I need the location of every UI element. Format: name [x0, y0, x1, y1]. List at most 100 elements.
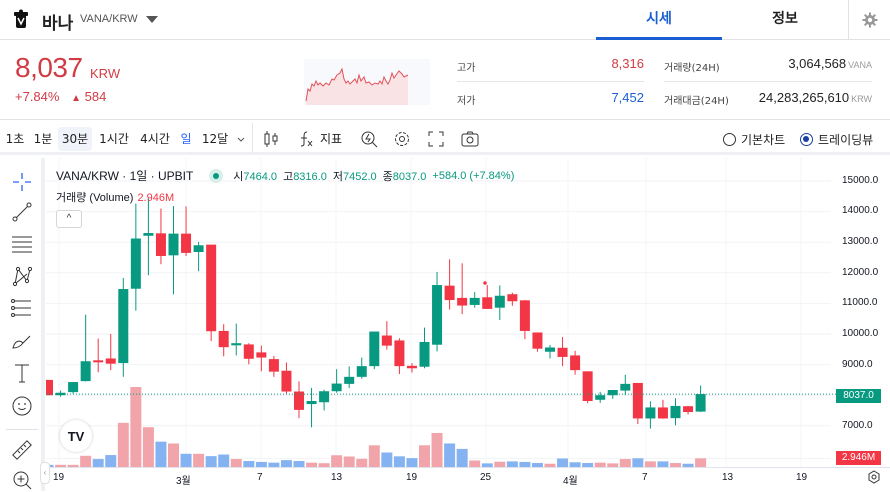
basic-chart-option[interactable]: 기본차트 — [723, 129, 785, 149]
volume-legend: 거래량 (Volume) 2.946M — [56, 189, 174, 205]
top-bar: 바나 VANA/KRW 시세 정보 — [0, 0, 890, 40]
volume-24h-label: 거래량(24H) — [664, 63, 720, 74]
price-unit: KRW — [90, 66, 121, 81]
timeframe-day[interactable]: 일 — [180, 132, 192, 146]
drawing-toolbar — [0, 158, 45, 491]
low-label: 저 — [332, 170, 343, 183]
amount-24h-label: 거래대금(24H) — [664, 96, 729, 107]
current-price-tag: 8037.0 — [836, 389, 881, 403]
ohlc-open: 시7464.0 — [233, 168, 277, 184]
current-volume-tag: 2.946M — [836, 451, 881, 465]
camera-icon[interactable] — [459, 128, 481, 150]
volume-unit: VANA — [848, 60, 872, 70]
timeframe-30m[interactable]: 30분 — [58, 127, 92, 151]
amount-24h-value: 24,283,265,610 KRW — [700, 90, 872, 105]
brush-icon[interactable] — [10, 328, 34, 352]
change-percent: +7.84% — [15, 89, 60, 104]
market-status-icon — [209, 168, 224, 183]
tab-price-label: 시세 — [646, 11, 672, 27]
low-value: 7,452 — [611, 90, 644, 105]
chart-toolbar: 1초 1분 30분 1시간 4시간 일 12달 지표 기본차트 트레이딩뷰 — [0, 121, 890, 155]
sparkline-chart — [304, 59, 430, 105]
text-icon[interactable] — [10, 361, 34, 385]
coin-pair: VANA/KRW — [80, 13, 138, 25]
price-tick: 15000.0 — [842, 175, 879, 186]
tab-price[interactable]: 시세 — [596, 0, 722, 40]
amount-number: 24,283,265,610 — [758, 90, 850, 105]
time-tick: 7 — [642, 472, 648, 483]
low-value: 7452.0 — [342, 170, 377, 183]
radio-tradingview[interactable] — [800, 132, 813, 146]
price-tick: 7000.0 — [842, 420, 873, 431]
ohlc-change: +584.0 (+7.84%) — [432, 170, 514, 182]
chart-legend: VANA/KRW · 1일 · UPBIT 시7464.0 고8316.0 저7… — [56, 167, 520, 184]
ohlc-close: 종8037.0 — [383, 168, 427, 184]
fib-retracement-icon[interactable] — [10, 296, 34, 320]
timeframe-4h[interactable]: 4시간 — [140, 132, 170, 146]
time-tick: 13 — [331, 472, 343, 483]
close-value: 8037.0 — [392, 170, 427, 183]
fullscreen-icon[interactable] — [425, 128, 447, 150]
trendline-icon[interactable] — [10, 200, 34, 224]
time-tick: 7 — [257, 472, 263, 483]
time-tick: 3월 — [176, 476, 191, 487]
tradingview-option[interactable]: 트레이딩뷰 — [800, 129, 873, 149]
time-tick: 13 — [722, 472, 734, 483]
volume-label: 거래량 (Volume) — [56, 192, 134, 204]
timeframe-12month[interactable]: 12달 — [201, 132, 229, 146]
scroll-left-handle[interactable]: ‹ — [40, 462, 50, 484]
radio-basic-chart[interactable] — [723, 132, 736, 146]
alert-search-icon[interactable] — [358, 128, 380, 150]
price-tick: 11000.0 — [842, 297, 878, 308]
x-axis-line — [46, 467, 890, 468]
coin-dropdown-caret-icon[interactable] — [146, 16, 158, 23]
high-label: 고 — [283, 170, 294, 183]
tab-info-label: 정보 — [772, 11, 798, 27]
settings-button[interactable] — [848, 0, 890, 40]
low-label: 저가 — [457, 96, 476, 107]
timeframe-1m[interactable]: 1분 — [33, 132, 53, 146]
ohlc-high: 고8316.0 — [283, 168, 327, 184]
close-label: 종 — [382, 170, 393, 183]
price-summary: 8,037 KRW +7.84% ▲ 584 고가 8,316 저가 7,452… — [0, 40, 890, 120]
indicators-button[interactable]: 지표 — [319, 132, 343, 146]
price-chart[interactable]: VANA/KRW · 1일 · UPBIT 시7464.0 고8316.0 저7… — [40, 158, 890, 491]
settings-gear-icon[interactable] — [391, 128, 413, 150]
crosshair-icon[interactable] — [10, 170, 34, 194]
price-tick: 13000.0 — [842, 236, 879, 247]
amount-unit: KRW — [851, 94, 872, 104]
emoji-icon[interactable] — [10, 394, 34, 418]
volume-24h-value: 3,064,568 VANA — [720, 56, 872, 71]
time-tick: 19 — [406, 472, 418, 483]
function-icon[interactable] — [296, 128, 318, 150]
time-tick: 19 — [53, 472, 65, 483]
coin-name: 바나 — [42, 14, 74, 34]
tab-info[interactable]: 정보 — [722, 0, 848, 40]
chevron-down-icon[interactable] — [234, 128, 248, 150]
ohlc-low: 저7452.0 — [333, 168, 377, 184]
time-tick: 4월 — [563, 476, 578, 487]
open-value: 7464.0 — [243, 170, 278, 183]
price-tick: 12000.0 — [842, 267, 879, 278]
ruler-icon[interactable] — [10, 438, 34, 462]
change-amount: 584 — [84, 89, 107, 104]
candlestick-chart[interactable] — [46, 158, 890, 491]
price-change: +7.84% ▲ 584 — [15, 89, 106, 104]
timeframe-1h[interactable]: 1시간 — [99, 132, 129, 146]
time-tick: 25 — [480, 472, 492, 483]
horizontal-lines-icon[interactable] — [10, 232, 34, 256]
open-label: 시 — [233, 170, 244, 183]
candle-type-icon[interactable] — [260, 128, 282, 150]
collapse-legend-button[interactable]: ^ — [56, 210, 82, 228]
zoom-in-icon[interactable] — [10, 468, 34, 492]
volume-value: 2.946M — [137, 192, 175, 204]
timeframe-1s[interactable]: 1초 — [5, 132, 25, 146]
tools-divider — [6, 429, 38, 430]
axis-settings-icon[interactable] — [867, 470, 881, 484]
tradingview-logo[interactable]: TV — [60, 420, 92, 452]
price-tick: 9000.0 — [842, 359, 873, 370]
pattern-icon[interactable] — [10, 264, 34, 288]
price-tick: 10000.0 — [842, 328, 879, 339]
up-arrow-icon: ▲ — [71, 93, 81, 104]
coin-logo-icon — [14, 9, 28, 28]
